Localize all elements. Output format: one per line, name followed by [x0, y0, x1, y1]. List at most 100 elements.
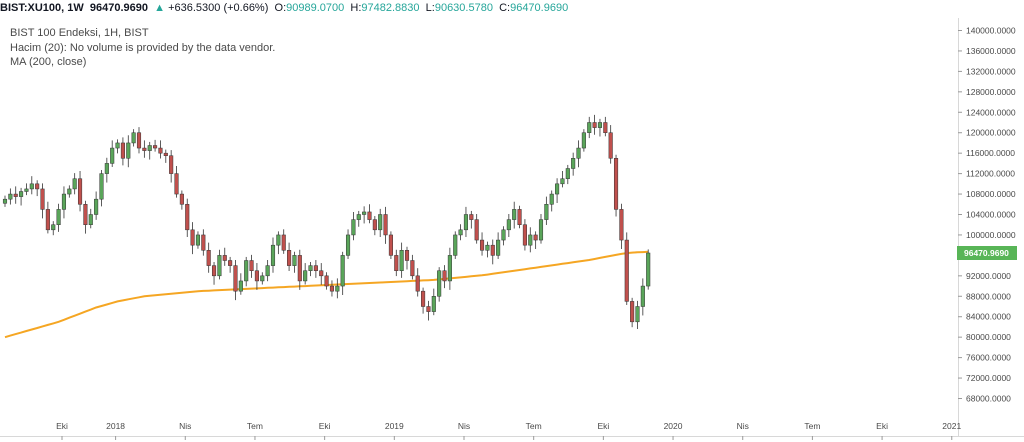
candle	[169, 155, 174, 174]
candle	[51, 224, 56, 231]
candle	[104, 163, 109, 174]
close-value: 96470.9690	[510, 2, 569, 14]
x-tick-label: Eki	[597, 421, 609, 431]
y-axis[interactable]: 140000.0000 136000.0000 132000.0000 128000.…	[958, 26, 1016, 404]
y-tick-label: 84000.0000	[966, 312, 1011, 322]
candle	[120, 142, 125, 159]
candle	[619, 209, 624, 241]
last-price-tag: 96470.9690	[957, 246, 1017, 260]
y-tick-label: 140000.0000	[966, 26, 1016, 36]
candle	[142, 147, 147, 151]
candle	[463, 214, 469, 231]
y-tick-label: 104000.0000	[966, 210, 1016, 220]
candle	[276, 234, 281, 246]
candle	[335, 285, 340, 292]
candle	[399, 250, 404, 271]
candle	[447, 255, 452, 282]
candle	[421, 290, 426, 307]
x-axis[interactable]: Eki 2018 Nis Tem Eki 2019 Nis Tem Eki 2020 Nis Tem E…	[56, 421, 961, 440]
y-tick-label: 120000.0000	[966, 128, 1016, 138]
candle	[260, 275, 265, 282]
candle	[115, 142, 120, 149]
candle	[24, 188, 29, 192]
candle	[646, 252, 651, 287]
candle	[292, 255, 297, 266]
candle	[249, 260, 254, 271]
legend-volume[interactable]: Hacim (20): No volume is provided by the…	[10, 42, 276, 54]
candle	[485, 244, 490, 251]
candle	[640, 285, 645, 307]
candle	[67, 188, 72, 195]
candle	[367, 211, 372, 220]
candle	[603, 122, 608, 133]
candle	[179, 193, 184, 205]
symbol-header: BIST:XU100, 1W 96470.9690 ▲ +636.5300 (+…	[0, 0, 568, 16]
candle	[597, 122, 603, 128]
x-tick-label: Nis	[737, 421, 749, 431]
y-tick-label: 116000.0000	[966, 148, 1015, 158]
y-tick-label: 76000.0000	[966, 353, 1011, 363]
y-tick-label: 80000.0000	[966, 332, 1011, 342]
candle	[496, 239, 501, 256]
y-tick-label: 132000.0000	[966, 66, 1016, 76]
y-tick-label: 100000.0000	[966, 230, 1016, 240]
candle	[394, 255, 399, 271]
symbol-label[interactable]: BIST:XU100, 1W	[0, 2, 84, 14]
x-tick-label: Tem	[247, 421, 263, 431]
candle	[479, 239, 485, 251]
candle	[270, 244, 276, 266]
candle	[356, 214, 361, 220]
candle	[29, 183, 34, 190]
high-label: H:	[350, 2, 362, 14]
candle	[265, 265, 270, 277]
candle	[13, 193, 18, 197]
x-tick-label: 2020	[664, 421, 683, 431]
last-price: 96470.9690	[89, 2, 148, 14]
candle	[8, 193, 13, 200]
candle	[45, 209, 50, 231]
candle	[469, 214, 474, 220]
candle	[378, 214, 383, 231]
candle	[211, 265, 217, 277]
candle	[522, 224, 527, 246]
candle	[35, 183, 40, 190]
candle	[110, 147, 115, 164]
candle	[613, 158, 619, 210]
candle	[404, 250, 410, 261]
candle	[77, 178, 83, 205]
x-tick-label: 2019	[385, 421, 404, 431]
legend-title[interactable]: BIST 100 Endeksi, 1H, BIST	[10, 27, 149, 39]
candle	[555, 183, 560, 195]
candle	[533, 234, 538, 241]
candle	[362, 211, 367, 215]
candle	[233, 265, 238, 292]
candle	[303, 270, 308, 282]
candle	[88, 214, 93, 225]
change-arrow-icon: ▲	[154, 2, 166, 14]
candle	[372, 219, 377, 231]
candle	[99, 173, 104, 200]
ma-series	[4, 250, 649, 339]
candle	[287, 250, 292, 266]
candle	[147, 145, 152, 151]
y-tick-label: 108000.0000	[966, 189, 1016, 199]
candle	[131, 132, 136, 144]
candle	[415, 275, 420, 292]
candle	[426, 306, 431, 312]
candle	[228, 260, 233, 266]
legend-ma[interactable]: MA (200, close)	[10, 56, 87, 68]
candle	[581, 132, 586, 149]
candle	[195, 234, 201, 246]
candle	[635, 306, 640, 323]
y-tick-label: 92000.0000	[966, 271, 1011, 281]
candle	[587, 122, 592, 133]
x-tick-label: Eki	[56, 421, 68, 431]
candle	[83, 204, 88, 225]
candle	[410, 260, 415, 277]
low-value: 90630.5780	[434, 2, 493, 14]
candle	[238, 280, 243, 292]
candle	[2, 198, 8, 204]
candle	[153, 145, 158, 149]
